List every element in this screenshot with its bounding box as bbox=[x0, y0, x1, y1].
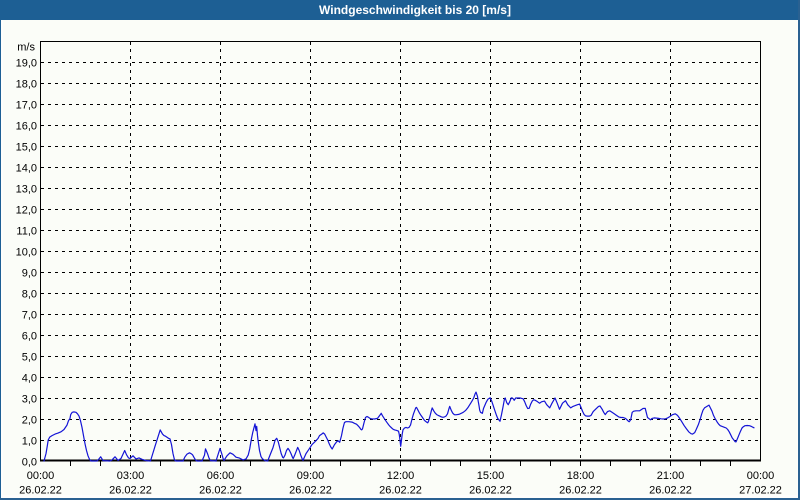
svg-text:12:00: 12:00 bbox=[387, 470, 415, 482]
svg-text:10,0: 10,0 bbox=[16, 247, 37, 259]
svg-text:27.02.22: 27.02.22 bbox=[739, 485, 782, 497]
svg-text:15:00: 15:00 bbox=[477, 470, 505, 482]
svg-text:26.02.22: 26.02.22 bbox=[109, 485, 152, 497]
svg-text:4,0: 4,0 bbox=[22, 373, 37, 385]
svg-text:6,0: 6,0 bbox=[22, 331, 37, 343]
svg-text:1,0: 1,0 bbox=[22, 436, 37, 448]
svg-text:3,0: 3,0 bbox=[22, 394, 37, 406]
svg-text:17,0: 17,0 bbox=[16, 100, 37, 112]
svg-text:03:00: 03:00 bbox=[117, 470, 145, 482]
svg-text:26.02.22: 26.02.22 bbox=[469, 485, 512, 497]
svg-text:06:00: 06:00 bbox=[207, 470, 235, 482]
svg-text:16,0: 16,0 bbox=[16, 121, 37, 133]
svg-text:11,0: 11,0 bbox=[16, 226, 37, 238]
svg-text:26.02.22: 26.02.22 bbox=[379, 485, 422, 497]
svg-text:00:00: 00:00 bbox=[27, 470, 55, 482]
svg-text:13,0: 13,0 bbox=[16, 184, 37, 196]
svg-text:8,0: 8,0 bbox=[22, 289, 37, 301]
svg-text:00:00: 00:00 bbox=[747, 470, 775, 482]
svg-text:7,0: 7,0 bbox=[22, 310, 37, 322]
svg-text:12,0: 12,0 bbox=[16, 205, 37, 217]
svg-text:26.02.22: 26.02.22 bbox=[559, 485, 602, 497]
svg-text:5,0: 5,0 bbox=[22, 352, 37, 364]
svg-text:26.02.22: 26.02.22 bbox=[19, 485, 62, 497]
svg-text:21:00: 21:00 bbox=[657, 470, 685, 482]
svg-text:26.02.22: 26.02.22 bbox=[649, 485, 692, 497]
svg-text:14,0: 14,0 bbox=[16, 163, 37, 175]
svg-text:26.02.22: 26.02.22 bbox=[199, 485, 242, 497]
svg-text:15,0: 15,0 bbox=[16, 142, 37, 154]
svg-text:18,0: 18,0 bbox=[16, 79, 37, 91]
svg-text:9,0: 9,0 bbox=[22, 268, 37, 280]
svg-text:09:00: 09:00 bbox=[297, 470, 325, 482]
svg-text:2,0: 2,0 bbox=[22, 415, 37, 427]
svg-text:18:00: 18:00 bbox=[567, 470, 595, 482]
svg-text:0,0: 0,0 bbox=[22, 457, 37, 469]
svg-text:m/s: m/s bbox=[17, 42, 35, 54]
svg-text:26.02.22: 26.02.22 bbox=[289, 485, 332, 497]
svg-text:19,0: 19,0 bbox=[16, 58, 37, 70]
